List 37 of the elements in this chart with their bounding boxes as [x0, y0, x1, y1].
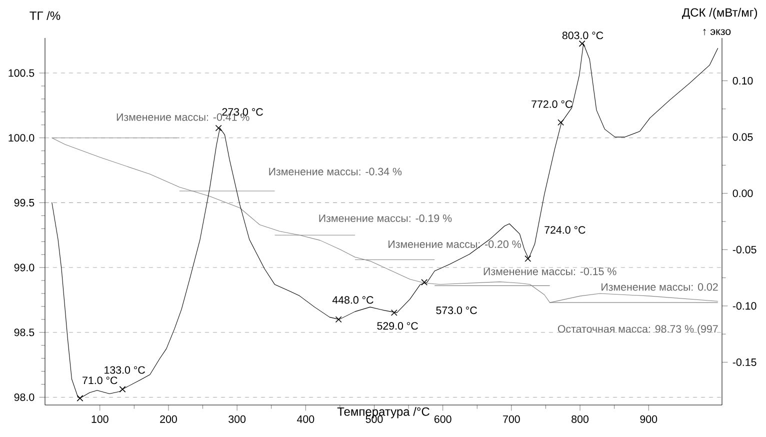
annotation: Изменение массы: -0.15 % — [484, 268, 616, 276]
y2-tick-label: -0.15 — [732, 358, 756, 366]
text: ↑ экзо — [703, 28, 731, 36]
x-tick-label: 700 — [503, 415, 520, 423]
annotation: Изменение массы: -0.19 % — [319, 214, 452, 222]
x-tick-label: 200 — [160, 415, 177, 423]
y2-tick-label: 0.00 — [732, 190, 753, 198]
x-tick-label: 300 — [228, 415, 246, 423]
y-tick-label: 99.0 — [14, 264, 34, 272]
annotation: 133.0 °C — [104, 366, 145, 374]
annotation: Изменение массы: -0.20 % — [388, 240, 521, 248]
annotation: 448.0 °C — [332, 296, 374, 304]
y-tick-label: 98.0 — [14, 393, 34, 401]
annotation: 803.0 °C — [562, 32, 604, 40]
y2-tick-label: 0.05 — [732, 133, 753, 141]
annotation: 573.0 °C — [436, 306, 477, 314]
annotation: Остаточная масса: 98.73 % (997 — [558, 324, 718, 335]
x-tick-label: 800 — [572, 415, 588, 423]
y-tick-label: 100.0 — [8, 134, 34, 142]
annotation: Изменение массы: -0.34 % — [269, 168, 402, 176]
y-tick-label: 98.5 — [14, 328, 34, 336]
annotation: 724.0 °C — [544, 226, 586, 234]
x-tick-label: 400 — [297, 415, 314, 423]
annotation: 71.0 °C — [82, 376, 118, 384]
annotation: Изменение массы: 0.02 — [602, 283, 718, 291]
y-axis-title: ТГ /% — [30, 11, 60, 20]
y-tick-label: 100.5 — [8, 69, 34, 77]
y2-tick-label: -0.05 — [732, 246, 756, 254]
y-tick-label: 99.5 — [14, 198, 34, 206]
y2-axis-title: ДСК /(мВт/мг) — [682, 8, 758, 20]
y2-tick-label: 0.10 — [732, 77, 753, 85]
annotation: 772.0 °C — [532, 100, 572, 108]
x-tick-label: 100 — [92, 415, 108, 423]
annotation: 529.0 °C — [377, 322, 418, 330]
x-tick-label: 900 — [640, 415, 658, 423]
y2-tick-label: -0.10 — [732, 302, 756, 310]
x-tick-label: 600 — [434, 415, 452, 423]
